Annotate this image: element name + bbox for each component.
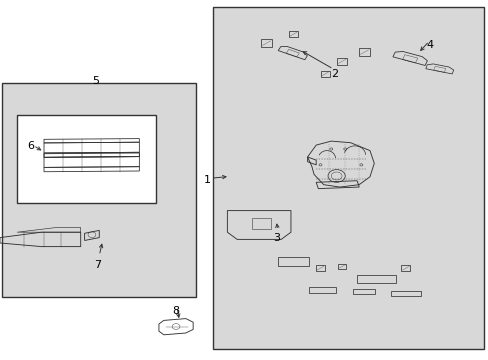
Bar [277,256,309,266]
Bar [212,7,483,349]
Text: 7: 7 [94,260,101,270]
Bar [352,289,375,294]
Text: 8: 8 [172,306,179,316]
Text: 2: 2 [331,69,338,79]
Text: 4: 4 [426,40,433,50]
Text: 6: 6 [27,141,34,151]
Bar [356,275,395,283]
Text: 3: 3 [272,233,279,243]
Bar [390,291,420,296]
Bar [2,83,195,297]
Text: 5: 5 [92,76,99,86]
Bar [309,287,336,293]
Bar [17,115,156,203]
Text: 1: 1 [204,175,211,185]
